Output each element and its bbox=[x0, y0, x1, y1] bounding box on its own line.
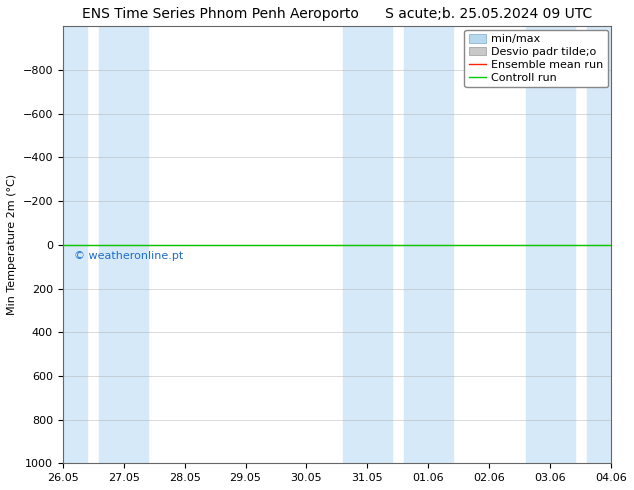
Text: © weatheronline.pt: © weatheronline.pt bbox=[74, 251, 183, 261]
Bar bbox=[404, 26, 453, 464]
Y-axis label: Min Temperature 2m (°C): Min Temperature 2m (°C) bbox=[7, 174, 17, 316]
Legend: min/max, Desvio padr tilde;o, Ensemble mean run, Controll run: min/max, Desvio padr tilde;o, Ensemble m… bbox=[465, 29, 608, 87]
Bar bbox=[526, 26, 574, 464]
Bar bbox=[100, 26, 148, 464]
Title: ENS Time Series Phnom Penh Aeroporto      S acute;b. 25.05.2024 09 UTC: ENS Time Series Phnom Penh Aeroporto S a… bbox=[82, 7, 592, 21]
Bar bbox=[38, 26, 87, 464]
Bar bbox=[343, 26, 392, 464]
Bar bbox=[587, 26, 634, 464]
